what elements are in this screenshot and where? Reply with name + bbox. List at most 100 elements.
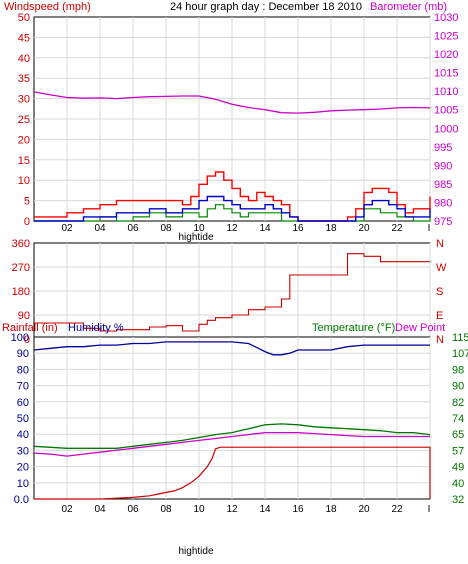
climate-time-tick-labels: 02 04 06 08 10 12 14 16 18 20 22 I [61,504,430,515]
x-tick-label: 02 [61,223,73,234]
y-tick-label: 1030 [434,12,458,24]
humidity-tick-labels: 0.0 10 20 30 40 50 60 70 80 90 100 [11,332,29,506]
x-tick-label: 22 [391,504,403,515]
direction-panel-series [34,253,430,332]
x-tick-label: 18 [325,504,337,515]
y-tick-label: E [436,310,443,322]
humidity-line [33,341,430,356]
wind-time-tick-labels: 02 04 06 08 10 12 14 16 18 20 22 I [61,223,430,234]
y-tick-label: 100 [11,332,29,344]
chart-title: 24 hour graph day : December 18 2010 [170,1,362,13]
hightide-label-1: hightide [178,232,213,243]
y-tick-label: 0 [24,334,30,346]
y-tick-label: 1010 [434,86,458,98]
y-tick-label: N [436,334,444,346]
x-tick-label: 12 [226,223,238,234]
y-tick-label: 40 [17,429,29,441]
barometer-tick-labels: 975 980 985 990 995 1000 1005 1010 1015 1020 1025 1… [434,12,458,228]
x-tick-label: 14 [259,504,271,515]
y-tick-label: 0.0 [14,494,29,506]
barometer-axis-label: Barometer (mb) [370,1,447,13]
x-tick-label: 08 [160,504,172,515]
x-tick-label: 10 [193,223,205,234]
y-tick-label: 1000 [434,123,458,135]
x-tick-label: 12 [226,504,238,515]
y-tick-label: 40 [18,53,30,65]
y-tick-label: 10 [17,478,29,490]
y-tick-label: 0 [24,216,30,228]
y-tick-label: N [436,238,444,250]
x-tick-label: I [428,504,431,515]
barometer-line [33,91,431,114]
y-tick-label: 70 [17,381,29,393]
y-tick-label: 30 [17,445,29,457]
y-tick-label: 15 [18,155,30,167]
y-tick-label: 74 [452,413,464,425]
x-tick-label: 16 [292,504,304,515]
y-tick-label: 40 [452,478,464,490]
y-tick-label: 180 [12,286,30,298]
wind-average-line [34,195,431,222]
y-tick-label: 80 [17,364,29,376]
wind-gust-line [34,171,431,222]
wind-panel-series [33,91,431,222]
y-tick-label: 30 [18,94,30,106]
y-tick-label: 90 [452,381,464,393]
y-tick-label: 35 [18,73,30,85]
climate-panel-series [33,341,431,500]
y-tick-label: 990 [434,160,452,172]
x-tick-label: 04 [94,223,106,234]
y-tick-label: 107 [452,348,468,360]
y-tick-label: 20 [18,134,30,146]
y-tick-label: 49 [452,462,464,474]
rainfall-line [34,446,430,500]
x-tick-label: I [428,223,431,234]
y-tick-label: 980 [434,197,452,209]
y-tick-label: 50 [18,12,30,24]
x-tick-label: 02 [61,504,73,515]
y-tick-label: 90 [18,310,30,322]
x-tick-label: 06 [127,223,139,234]
direction-panel-grid [34,243,431,339]
dewpoint-axis-label: Dew Point [395,322,445,334]
x-tick-label: 16 [292,223,304,234]
humidity-axis-label: Humidity % [68,322,124,334]
y-tick-label: 82 [452,397,464,409]
y-tick-label: 360 [12,238,30,250]
temperature-axis-label: Temperature (°F) [312,322,395,334]
y-tick-label: 1025 [434,31,458,43]
y-tick-label: 995 [434,142,452,154]
y-tick-label: 975 [434,216,452,228]
y-tick-label: 45 [18,32,30,44]
x-tick-label: 10 [193,504,205,515]
y-tick-label: 98 [452,364,464,376]
y-tick-label: 10 [18,175,30,187]
y-tick-label: 57 [452,445,464,457]
temperature-tick-labels: 32 40 49 57 65 74 82 90 98 107 115 [452,332,468,506]
x-tick-label: 18 [325,223,337,234]
hightide-label-2: hightide [178,546,213,557]
rainfall-axis-label: Rainfall (in) [2,322,58,334]
x-tick-label: 22 [391,223,403,234]
x-tick-label: 04 [94,504,106,515]
x-tick-label: 14 [259,223,271,234]
y-tick-label: 50 [17,413,29,425]
y-tick-label: W [436,262,447,274]
y-tick-label: 115 [452,332,468,344]
y-tick-label: 60 [17,397,29,409]
windspeed-tick-labels: 0 5 10 15 20 25 30 35 40 45 50 [18,12,30,228]
x-tick-label: 20 [358,223,370,234]
x-tick-label: 08 [160,223,172,234]
windspeed-axis-label: Windspeed (mph) [4,1,91,13]
temperature-line [33,423,431,449]
wind-minimum-line [34,204,431,222]
x-tick-label: 20 [358,504,370,515]
y-tick-label: 32 [452,494,464,506]
y-tick-label: 1020 [434,49,458,61]
y-tick-label: S [436,286,443,298]
y-tick-label: 5 [24,196,30,208]
y-tick-label: 1015 [434,68,458,80]
y-tick-label: 90 [17,348,29,360]
